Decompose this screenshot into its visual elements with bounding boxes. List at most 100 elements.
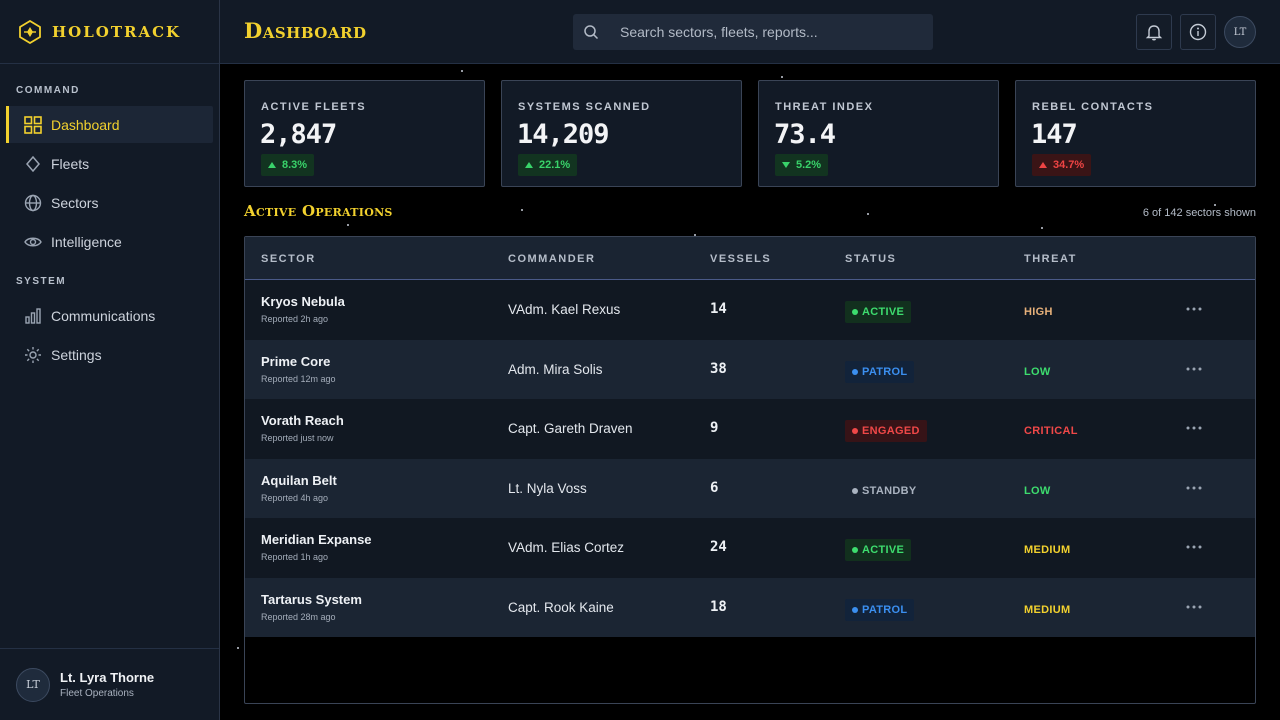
threat-level: LOW [1024, 484, 1051, 497]
search-icon [584, 25, 599, 40]
search-bar[interactable] [573, 14, 933, 50]
sidebar-item-fleets[interactable]: Fleets [6, 145, 213, 182]
column-header-commander[interactable]: COMMANDER [508, 253, 596, 265]
nav-section-command: COMMAND [16, 85, 80, 96]
stat-label: ACTIVE FLEETS [261, 101, 367, 113]
nav-section-system: SYSTEM [16, 276, 67, 287]
status-label: ACTIVE [862, 544, 905, 556]
row-menu-button[interactable] [1183, 477, 1205, 499]
status-badge: PATROL [845, 598, 915, 621]
stat-card-threat-index: THREAT INDEX 73.4 5.2% [758, 80, 999, 187]
sector-reported: Reported 28m ago [261, 611, 336, 622]
sector-reported: Reported 1h ago [261, 552, 329, 562]
star [461, 70, 463, 72]
more-horizontal-icon [1186, 367, 1202, 370]
brand[interactable]: HOLOTRACK [0, 0, 219, 64]
column-header-status[interactable]: STATUS [845, 253, 897, 265]
sector-cell: Tartarus System Reported 28m ago [261, 592, 362, 622]
header-avatar[interactable]: LT [1224, 16, 1256, 48]
sidebar: HOLOTRACK COMMAND Dashboard Fleets Secto… [0, 0, 220, 720]
user-info: Lt. Lyra Thorne Fleet Operations [60, 670, 154, 699]
sidebar-item-communications[interactable]: Communications [6, 297, 213, 334]
eye-icon [24, 233, 42, 251]
status-dot-icon [852, 368, 858, 375]
nav-list-system: Communications Settings [0, 297, 219, 373]
info-button[interactable] [1180, 14, 1216, 50]
search-input[interactable] [620, 24, 920, 40]
column-header-threat[interactable]: THREAT [1024, 253, 1077, 265]
table-header: SECTOR COMMANDER VESSELS STATUS THREAT [245, 237, 1255, 280]
star [237, 647, 239, 649]
sidebar-item-sectors[interactable]: Sectors [6, 184, 213, 221]
sidebar-item-label: Fleets [51, 155, 90, 172]
sector-cell: Meridian Expanse Reported 1h ago [261, 532, 372, 562]
sector-name[interactable]: Meridian Expanse [261, 532, 372, 547]
table-row[interactable]: Tartarus System Reported 28m ago Capt. R… [245, 577, 1255, 637]
sidebar-item-label: Communications [51, 307, 156, 324]
stat-change: 8.3% [282, 159, 308, 171]
globe-icon [24, 194, 42, 212]
sector-name[interactable]: Vorath Reach [261, 413, 344, 428]
row-menu-button[interactable] [1183, 358, 1205, 380]
threat-level: LOW [1024, 365, 1051, 378]
sidebar-item-settings[interactable]: Settings [6, 336, 213, 373]
sector-cell: Vorath Reach Reported just now [261, 413, 344, 443]
header: Dashboard LT [220, 0, 1280, 64]
sector-cell: Kryos Nebula Reported 2h ago [261, 294, 345, 324]
table-row[interactable]: Aquilan Belt Reported 4h ago Lt. Nyla Vo… [245, 458, 1255, 518]
page-title: Dashboard [244, 18, 367, 43]
star [1214, 204, 1216, 206]
arrow-up-icon [1039, 162, 1047, 168]
star [521, 209, 523, 211]
vessels-cell: 14 [710, 301, 727, 317]
notifications-button[interactable] [1136, 14, 1172, 50]
status-badge: ACTIVE [845, 301, 912, 323]
table-row[interactable]: Kryos Nebula Reported 2h ago VAdm. Kael … [245, 280, 1255, 340]
arrow-up-icon [268, 162, 276, 168]
table-row[interactable]: Vorath Reach Reported just now Capt. Gar… [245, 399, 1255, 459]
column-header-sector[interactable]: SECTOR [261, 253, 316, 265]
threat-level: MEDIUM [1024, 544, 1071, 556]
more-horizontal-icon [1186, 307, 1202, 311]
table-row[interactable]: Meridian Expanse Reported 1h ago VAdm. E… [245, 518, 1255, 578]
sector-name[interactable]: Tartarus System [261, 591, 362, 607]
sector-name[interactable]: Aquilan Belt [261, 472, 337, 488]
commander-cell: VAdm. Elias Cortez [508, 540, 625, 555]
stat-value: 14,209 [517, 119, 610, 150]
operations-table: SECTOR COMMANDER VESSELS STATUS THREAT K… [244, 236, 1256, 704]
column-header-vessels[interactable]: VESSELS [710, 253, 772, 265]
table-row[interactable]: Prime Core Reported 12m ago Adm. Mira So… [245, 339, 1255, 399]
grid-icon [24, 115, 42, 134]
gear-icon [24, 346, 42, 364]
row-menu-button[interactable] [1183, 596, 1205, 618]
threat-level: HIGH [1024, 306, 1053, 318]
commander-cell: Capt. Gareth Draven [508, 421, 633, 436]
status-badge: ACTIVE [845, 539, 912, 561]
commander-cell: Lt. Nyla Voss [508, 480, 587, 496]
vessels-cell: 6 [710, 479, 719, 496]
sector-name[interactable]: Kryos Nebula [261, 294, 345, 309]
sidebar-item-label: Sectors [51, 194, 99, 211]
user-name: Lt. Lyra Thorne [60, 670, 155, 685]
star [781, 76, 783, 78]
sidebar-item-intelligence[interactable]: Intelligence [6, 223, 213, 260]
commander-cell: Adm. Mira Solis [508, 361, 603, 377]
arrow-down-icon [782, 162, 790, 168]
status-label: STANDBY [862, 484, 917, 497]
star [347, 224, 349, 226]
user-card[interactable]: LT Lt. Lyra Thorne Fleet Operations [0, 648, 219, 720]
status-label: PATROL [862, 603, 908, 616]
diamond-icon [24, 155, 42, 173]
stat-change-badge: 8.3% [261, 154, 315, 176]
status-badge: PATROL [845, 360, 915, 383]
row-menu-button[interactable] [1183, 417, 1205, 439]
vessels-cell: 18 [710, 598, 727, 615]
stat-change-badge: 34.7% [1032, 154, 1092, 176]
sector-name[interactable]: Prime Core [261, 353, 331, 369]
arrow-up-icon [525, 162, 533, 168]
row-menu-button[interactable] [1183, 298, 1205, 320]
status-dot-icon [852, 428, 858, 434]
sidebar-item-dashboard[interactable]: Dashboard [6, 106, 213, 143]
status-badge: ENGAGED [845, 420, 927, 442]
row-menu-button[interactable] [1183, 536, 1205, 558]
